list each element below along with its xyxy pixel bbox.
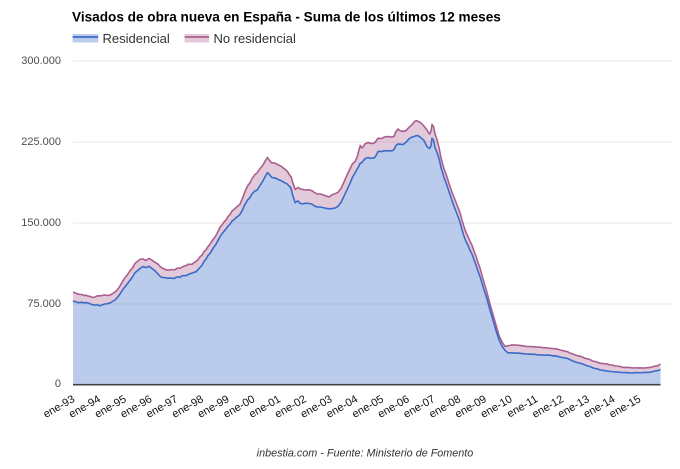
svg-text:75.000: 75.000 — [27, 298, 61, 310]
svg-text:Visados de obra nueva en Españ: Visados de obra nueva en España - Suma d… — [72, 10, 501, 25]
svg-text:inbestia.com - Fuente: Ministe: inbestia.com - Fuente: Ministerio de Fom… — [257, 448, 474, 460]
svg-text:No residencial: No residencial — [214, 31, 296, 46]
svg-text:150.000: 150.000 — [21, 217, 61, 229]
svg-text:Residencial: Residencial — [103, 31, 170, 46]
svg-text:300.000: 300.000 — [21, 55, 61, 67]
svg-text:0: 0 — [55, 378, 61, 390]
svg-text:225.000: 225.000 — [21, 136, 61, 148]
